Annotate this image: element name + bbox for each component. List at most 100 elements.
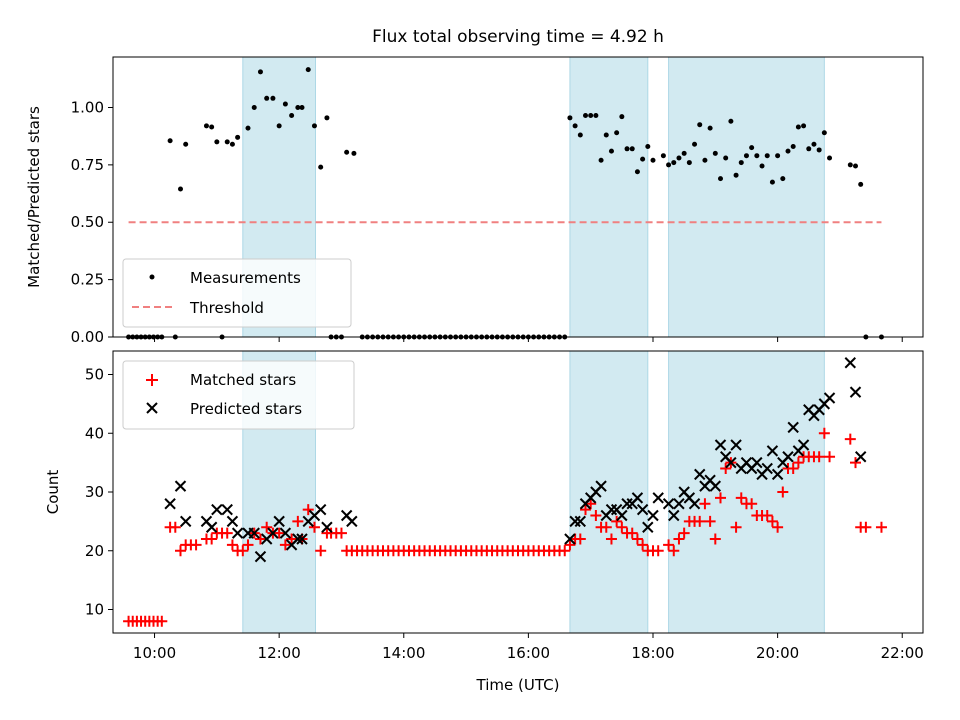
matched-point (824, 451, 836, 463)
measurement-point (229, 141, 235, 147)
x-tick-label: 12:00 (258, 644, 301, 662)
top-legend-box (122, 258, 352, 328)
matched-point (261, 521, 273, 533)
matched-point (302, 504, 314, 516)
measurement-point (697, 122, 703, 128)
predicted-point (647, 509, 659, 522)
legend-measurements-label: Measurements (190, 269, 301, 287)
predicted-point (248, 527, 260, 539)
measurement-point (640, 156, 646, 162)
matched-point (574, 533, 586, 545)
matched-point (673, 533, 685, 545)
predicted-point (730, 439, 742, 451)
legend-threshold-label: Threshold (189, 299, 264, 317)
y-tick-label: 40 (85, 424, 104, 442)
measurement-point (692, 141, 698, 147)
y-tick-label: 1.00 (71, 98, 104, 116)
matched-point (694, 515, 706, 527)
predicted-point (179, 515, 192, 528)
bottom-legend: Matched stars Predicted stars (122, 360, 355, 430)
measurement-point (224, 139, 230, 145)
predicted-point (164, 498, 176, 510)
predicted-point (714, 439, 727, 451)
measurement-point (718, 176, 723, 182)
predicted-point (292, 533, 304, 545)
x-tick-label: 22:00 (881, 644, 924, 662)
predicted-point (605, 503, 618, 516)
measurement-point (264, 95, 270, 101)
predicted-point (797, 439, 810, 451)
matched-point (626, 527, 638, 539)
predicted-point (231, 527, 244, 539)
y-tick-label: 0.75 (71, 156, 104, 174)
matched-point (585, 498, 597, 510)
x-tick-label: 14:00 (382, 644, 425, 662)
measurement-point (257, 69, 263, 75)
count-points (123, 357, 887, 627)
predicted-point (569, 515, 581, 528)
matched-point (772, 521, 784, 533)
measurement-point (324, 115, 330, 121)
top-legend: Measurements Threshold (122, 258, 352, 328)
matched-point (761, 510, 773, 521)
predicted-point (205, 521, 218, 533)
measurement-point (702, 157, 708, 163)
matched-point (637, 539, 649, 551)
measurement-point (676, 155, 682, 161)
bottom-y-ticks: 10 20 30 40 50 (85, 366, 113, 619)
matched-point (190, 539, 202, 551)
matched-point (792, 457, 804, 469)
y-tick-label: 30 (85, 483, 104, 501)
predicted-point (688, 498, 701, 510)
measurement-point (572, 123, 578, 129)
measurement-point (276, 123, 282, 129)
y-tick-label: 10 (85, 601, 104, 619)
y-tick-label: 50 (85, 366, 104, 384)
x-tick-label: 20:00 (756, 644, 799, 662)
measurement-point (311, 123, 317, 129)
measurement-point (295, 104, 301, 110)
bottom-x-ticks: 10:00 12:00 14:00 16:00 18:00 20:00 22:00 (133, 633, 924, 662)
highlight-span (668, 56, 825, 338)
predicted-point (766, 445, 779, 457)
matched-point (668, 545, 680, 557)
chart-title: Flux total observing time = 4.92 h (372, 27, 664, 47)
matched-point (226, 539, 238, 551)
predicted-point (849, 386, 862, 398)
bottom-highlight-spans (242, 350, 825, 634)
predicted-point (321, 521, 333, 533)
measurement-point (614, 130, 620, 136)
matched-point (611, 515, 623, 527)
measurement-point (775, 153, 781, 159)
matched-point (844, 433, 856, 445)
matched-point (580, 504, 591, 516)
matched-point (175, 545, 186, 557)
measurement-point (723, 155, 729, 161)
predicted-point (823, 392, 836, 404)
predicted-point (616, 509, 628, 522)
measurement-point (728, 118, 734, 124)
legend-predicted-marker (146, 402, 158, 414)
predicted-point (709, 480, 722, 492)
predicted-point (761, 462, 773, 475)
x-axis-label: Time (UTC) (476, 676, 560, 694)
matched-point (746, 498, 758, 510)
bottom-legend-box (122, 360, 355, 430)
measurement-point (666, 162, 672, 168)
top-panel: 0.00 0.25 0.50 0.75 1.00 Matched/Predicted s… (25, 56, 924, 346)
measurement-point (318, 164, 324, 170)
predicted-point (631, 492, 644, 504)
legend-matched-marker (146, 374, 158, 386)
matched-point (600, 521, 612, 533)
measurement-point (183, 141, 189, 147)
measurement-point (577, 132, 583, 138)
measurement-point (588, 113, 594, 119)
measurement-point (733, 172, 739, 178)
legend-matched-label: Matched stars (190, 371, 296, 389)
predicted-point (673, 498, 685, 510)
predicted-point (854, 451, 867, 463)
measurement-point (305, 67, 311, 73)
predicted-point (314, 503, 327, 516)
measurement-point (821, 130, 827, 136)
matched-point (206, 533, 218, 545)
